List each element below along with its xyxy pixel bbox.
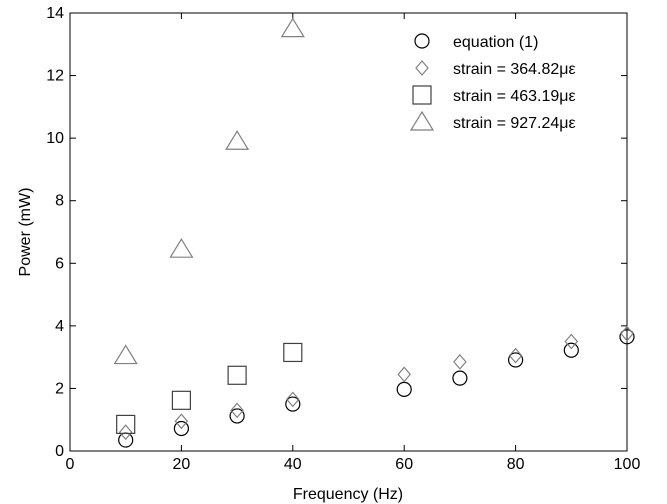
data-point-circle: [563, 342, 579, 358]
data-point-circle: [396, 381, 412, 397]
data-point-triangle: [280, 17, 305, 38]
plot-area: [69, 12, 628, 452]
series-circle: [118, 329, 635, 448]
legend-item: equation (1): [414, 33, 538, 51]
y-tick-label: 0: [55, 443, 64, 460]
legend-item: strain = 364.82με: [415, 60, 576, 78]
x-tick-label: 80: [507, 456, 525, 473]
y-axis-label: Power (mW): [17, 188, 34, 277]
x-tick-label: 20: [173, 456, 191, 473]
data-point-diamond: [620, 325, 634, 342]
y-tick-label: 8: [55, 193, 64, 210]
data-point-diamond: [174, 413, 189, 430]
axis-ticks: 0 20 40 60 80 100 0 2 4 6 8 10 12 14: [46, 5, 640, 473]
data-point-square: [171, 390, 191, 410]
legend-marker-circle: [414, 33, 430, 49]
y-tick-label: 10: [46, 130, 64, 147]
y-tick-label: 12: [46, 68, 64, 85]
data-point-circle: [285, 396, 301, 412]
series-triangle: [113, 17, 305, 365]
data-point-square: [227, 365, 247, 385]
data-point-diamond: [286, 391, 300, 408]
data-point-diamond: [230, 402, 244, 419]
data-point-circle: [229, 408, 245, 424]
legend-item: strain = 927.24με: [409, 110, 576, 132]
data-point-diamond: [397, 366, 411, 383]
series-square: [116, 342, 303, 435]
legend-label: strain = 364.82με: [453, 61, 576, 78]
legend: equation (1) strain = 364.82με strain = 46…: [409, 33, 576, 132]
data-point-circle: [452, 370, 468, 386]
y-tick-label: 14: [46, 5, 64, 22]
data-point-circle: [173, 420, 189, 437]
x-axis-label: Frequency (Hz): [293, 486, 403, 503]
legend-marker-diamond: [415, 60, 429, 76]
data-point-triangle: [169, 238, 194, 258]
y-tick-label: 4: [55, 318, 64, 335]
data-point-circle: [507, 352, 524, 368]
legend-marker-square: [412, 85, 432, 105]
data-point-diamond: [508, 347, 523, 364]
data-point-diamond: [118, 424, 133, 441]
y-tick-label: 6: [55, 255, 64, 272]
y-tick-label: 2: [55, 380, 64, 397]
legend-item: strain = 463.19με: [412, 85, 576, 105]
data-point-circle: [619, 329, 635, 345]
data-point-diamond: [564, 333, 579, 350]
data-point-triangle: [113, 344, 138, 365]
x-tick-label: 100: [614, 456, 641, 473]
series-diamond: [118, 325, 634, 441]
legend-label: strain = 463.19με: [453, 88, 576, 105]
data-point-square: [283, 342, 303, 363]
legend-label: equation (1): [453, 34, 538, 51]
legend-marker-triangle: [409, 110, 435, 131]
x-tick-label: 0: [66, 456, 75, 473]
x-tick-label: 60: [395, 456, 413, 473]
series-layer: [113, 17, 635, 448]
x-tick-label: 40: [284, 456, 302, 473]
legend-label: strain = 927.24με: [453, 115, 576, 132]
data-point-square: [116, 414, 136, 435]
data-point-triangle: [225, 130, 250, 150]
data-point-diamond: [453, 353, 467, 370]
